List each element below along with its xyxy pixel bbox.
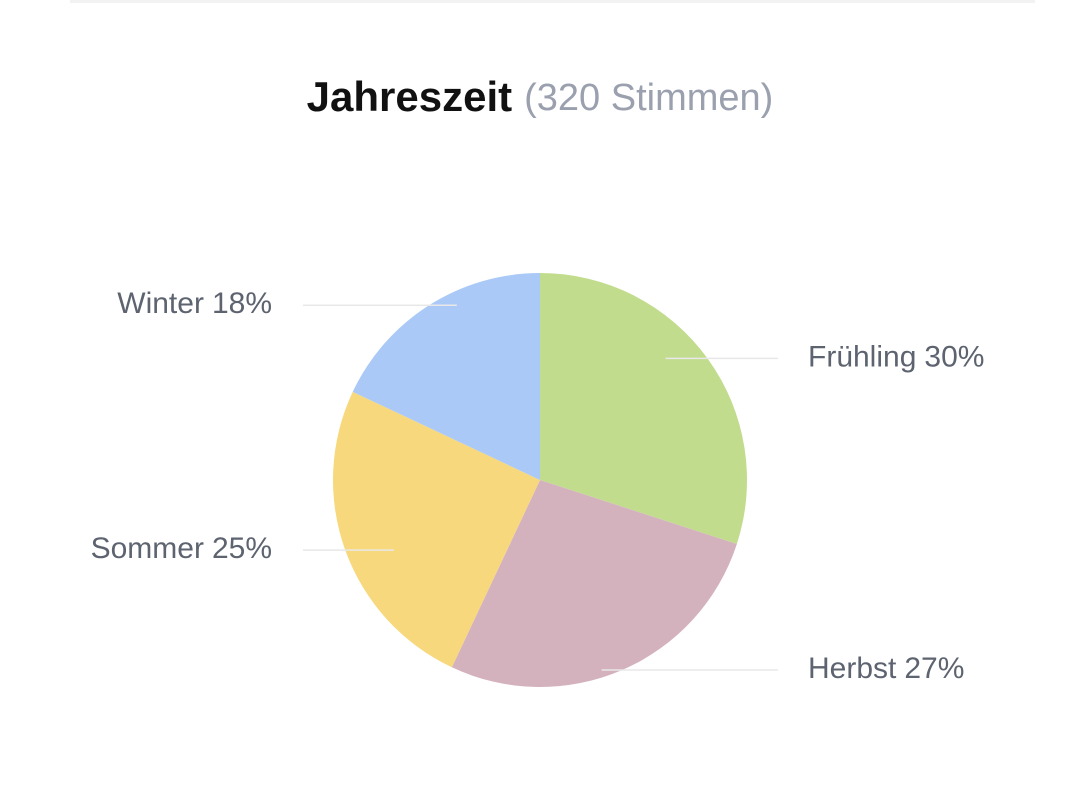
pie-slice xyxy=(451,480,737,687)
top-bar xyxy=(70,0,1035,3)
slice-label: Herbst 27% xyxy=(808,652,964,685)
slice-label: Sommer 25% xyxy=(91,532,272,565)
slice-name: Winter xyxy=(117,287,204,320)
slice-name: Herbst xyxy=(808,652,897,685)
slice-value: 30% xyxy=(924,340,984,373)
chart-heading: Jahreszeit (320 Stimmen) xyxy=(307,73,774,120)
pie-slice xyxy=(540,273,747,544)
slice-label: Winter 18% xyxy=(117,287,272,320)
chart-subtitle: (320 Stimmen) xyxy=(524,77,773,119)
slice-name: Frühling xyxy=(808,340,916,373)
slice-label: Frühling 30% xyxy=(808,340,984,373)
pie-slice xyxy=(352,273,540,480)
chart-title: Jahreszeit xyxy=(307,73,512,120)
slice-value: 27% xyxy=(904,652,964,685)
pie-slice xyxy=(332,391,540,668)
slice-value: 18% xyxy=(212,287,272,320)
slice-name: Sommer xyxy=(91,532,204,565)
slice-value: 25% xyxy=(212,532,272,565)
